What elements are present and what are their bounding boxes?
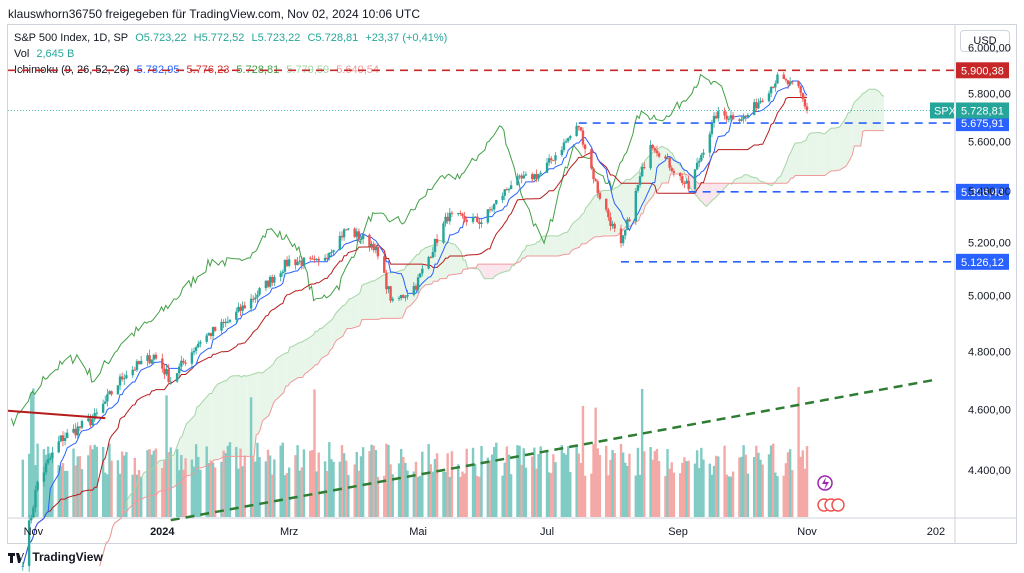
ichimoku-legend-row[interactable]: Ichimoku (9, 26, 52, 26) 5.782,95 5.776,… (14, 62, 451, 78)
ichimoku-chikou-value: 5.728,81 (236, 64, 280, 76)
symbol-name: S&P 500 Index, 1D, SP (14, 32, 129, 44)
share-header: klauswhorn36750 freigegeben für TradingV… (8, 7, 421, 21)
ichimoku-kijun-value: 5.776,23 (186, 64, 230, 76)
ichimoku-span-a-value: 5.779,59 (286, 64, 330, 76)
tradingview-brand[interactable]: TradingView (8, 550, 103, 564)
tradingview-logo-icon (8, 552, 24, 563)
volume-label: Vol (14, 48, 30, 60)
chart-frame (7, 24, 1017, 544)
symbol-legend-row[interactable]: S&P 500 Index, 1D, SP O5.723,22 H5.772,5… (14, 30, 451, 46)
close-value: C5.728,81 (307, 32, 359, 44)
open-value: O5.723,22 (135, 32, 187, 44)
ichimoku-tenkan-value: 5.782,95 (136, 64, 180, 76)
volume-value: 2,645 B (36, 48, 75, 60)
change-value: +23,37 (+0,41%) (365, 32, 448, 44)
low-value: L5.723,22 (251, 32, 301, 44)
ichimoku-span-b-value: 5.640,54 (336, 64, 380, 76)
brand-name: TradingView (32, 550, 103, 564)
candle-body (21, 565, 24, 567)
currency-selector[interactable]: USD (960, 30, 1010, 52)
ichimoku-label: Ichimoku (9, 26, 52, 26) (14, 64, 130, 76)
chart-legend: S&P 500 Index, 1D, SP O5.723,22 H5.772,5… (14, 30, 451, 78)
high-value: H5.772,52 (193, 32, 245, 44)
volume-legend-row[interactable]: Vol 2,645 B (14, 46, 451, 62)
